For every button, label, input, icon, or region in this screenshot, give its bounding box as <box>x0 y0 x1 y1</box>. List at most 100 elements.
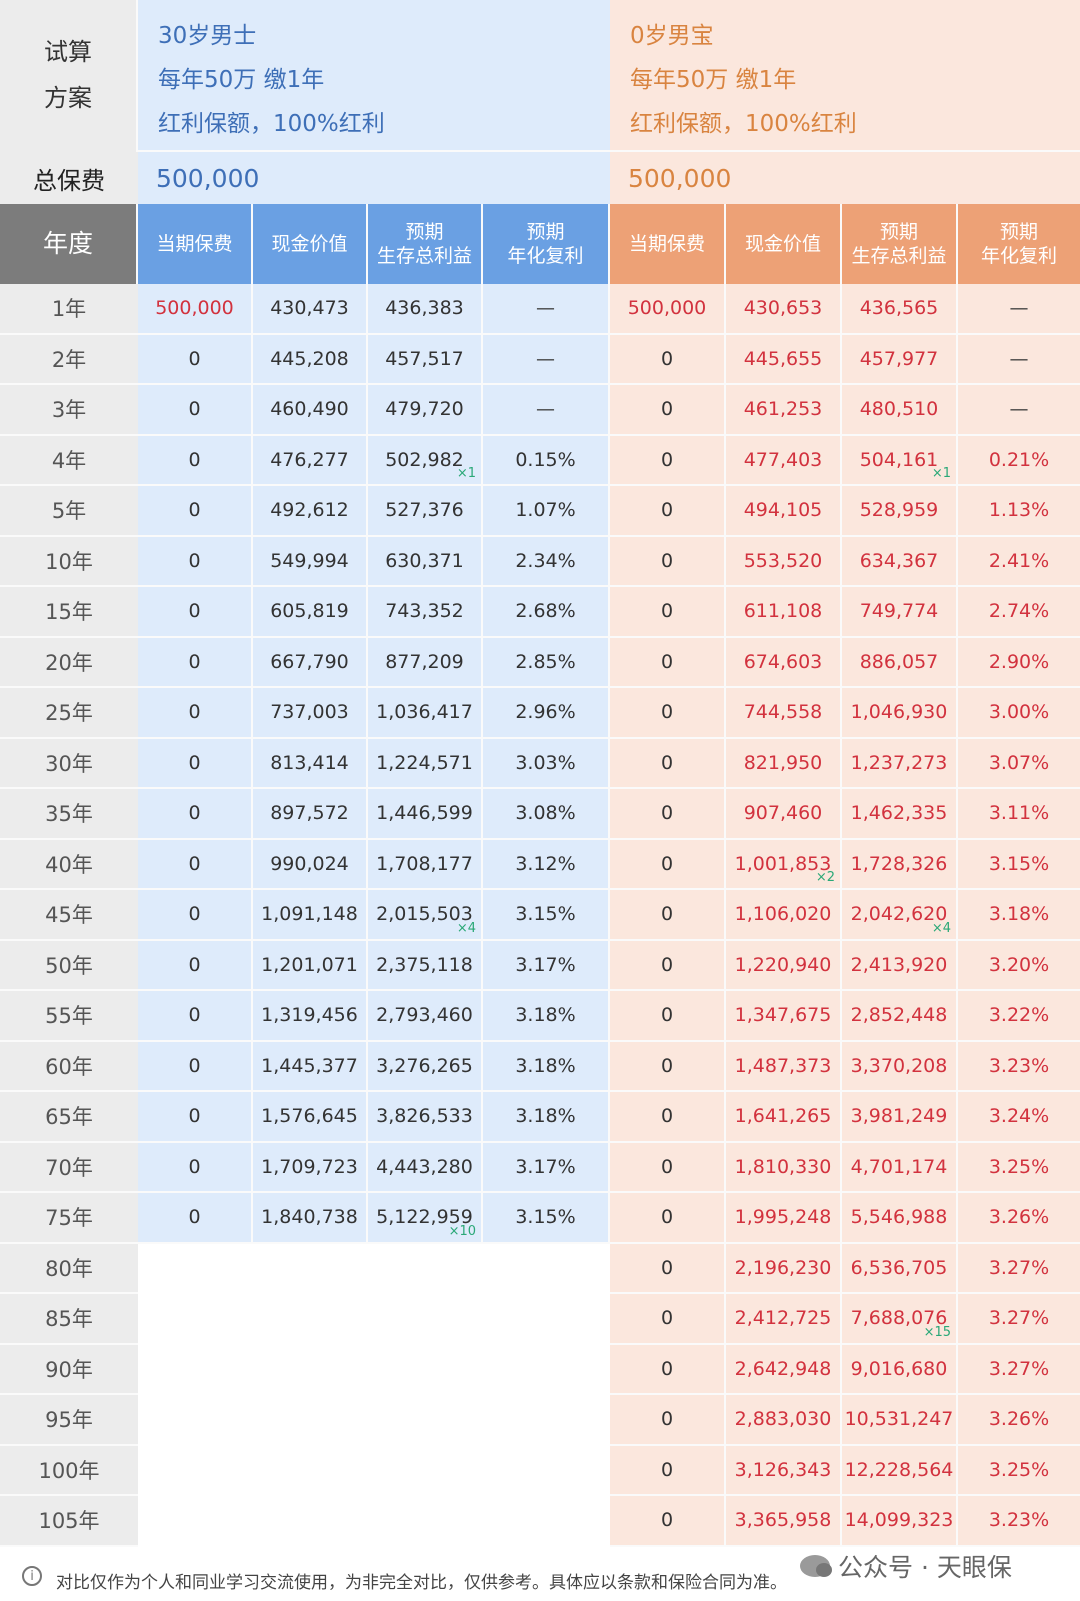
right-survival-cell: 457,977 <box>842 334 958 385</box>
left-irr-cell: 3.12% <box>483 839 610 890</box>
right-irr-cell: 2.74% <box>958 587 1080 638</box>
left-irr-value: 3.08% <box>515 802 576 825</box>
left-survival-value: 2,015,503 <box>376 903 473 926</box>
left-irr-cell: 0.15% <box>483 435 610 486</box>
left-survival-cell: 3,276,265 <box>368 1041 483 1092</box>
right-survival-value: 4,701,174 <box>850 1155 948 1178</box>
table-row: 30年 0 813,414 1,224,571 3.03% 0 821,950 1,237,2… <box>0 738 1080 789</box>
year-cell: 2年 <box>0 334 138 385</box>
left-premium-cell: 0 <box>138 536 253 587</box>
right-cash-value: 553,520 <box>743 549 823 572</box>
left-cash-value: 737,003 <box>270 701 349 724</box>
left-cash-cell: 1,576,645 <box>253 1092 368 1143</box>
left-cash-value: 1,576,645 <box>261 1105 358 1128</box>
empty-cell <box>483 1344 610 1395</box>
right-irr-cell: 3.25% <box>958 1445 1080 1496</box>
right-premium-value: 0 <box>660 1054 674 1077</box>
left-irr-value: 3.18% <box>515 1105 576 1128</box>
year-cell: 55年 <box>0 991 138 1042</box>
left-irr-cell: 3.03% <box>483 738 610 789</box>
right-irr-value: 3.25% <box>988 1155 1050 1178</box>
total-premium-label: 总保费 <box>0 152 138 204</box>
right-premium-value: 0 <box>660 953 674 976</box>
right-survival-cell: 634,367 <box>842 536 958 587</box>
right-survival-value: 7,688,076 <box>850 1307 948 1330</box>
left-cash-cell: 667,790 <box>253 637 368 688</box>
year-cell: 30年 <box>0 738 138 789</box>
right-premium-cell: 0 <box>610 991 726 1042</box>
footer: i 对比仅作为个人和同业学习交流使用，为非完全对比，仅供参考。具体应以条款和保险… <box>0 1553 1080 1601</box>
left-irr-value: 3.12% <box>515 852 576 875</box>
left-irr-cell: 3.08% <box>483 789 610 840</box>
left-cash-cell: 492,612 <box>253 486 368 537</box>
left-irr-value: 3.17% <box>515 1155 576 1178</box>
watermark-text: 公众号 · 天眼保 <box>838 1553 1012 1582</box>
right-premium-cell: 0 <box>610 688 726 739</box>
left-premium-cell: 0 <box>138 1041 253 1092</box>
right-premium-cell: 0 <box>610 385 726 436</box>
right-premium-cell: 0 <box>610 435 726 486</box>
left-premium-value: 0 <box>188 398 201 421</box>
left-survival-value: 2,793,460 <box>376 1004 473 1027</box>
left-survival-cell: 630,371 <box>368 536 483 587</box>
right-cash-value: 744,558 <box>743 701 823 724</box>
right-premium-cell: 0 <box>610 839 726 890</box>
left-survival-value: 630,371 <box>385 549 464 572</box>
left-cash-value: 1,319,456 <box>261 1004 358 1027</box>
table-row: 70年 0 1,709,723 4,443,280 3.17% 0 1,810,330 4,7… <box>0 1142 1080 1193</box>
right-survival-value: 436,565 <box>859 297 939 320</box>
right-premium-cell: 0 <box>610 1243 726 1294</box>
right-survival-cell: 6,536,705 <box>842 1243 958 1294</box>
right-cash-cell: 553,520 <box>726 536 842 587</box>
right-survival-cell: 2,852,448 <box>842 991 958 1042</box>
right-irr-cell: 3.27% <box>958 1243 1080 1294</box>
right-cash-cell: 430,653 <box>726 284 842 335</box>
left-premium-value: 0 <box>188 953 201 976</box>
right-survival-value: 457,977 <box>859 347 939 370</box>
year-cell: 4年 <box>0 435 138 486</box>
right-premium-value: 0 <box>660 1105 674 1128</box>
plan-left-line1: 30岁男士 <box>158 23 257 49</box>
empty-cell <box>368 1445 483 1496</box>
left-survival-cell: 457,517 <box>368 334 483 385</box>
left-cash-cell: 1,709,723 <box>253 1142 368 1193</box>
left-cash-value: 813,414 <box>270 751 349 774</box>
left-cash-value: 990,024 <box>270 852 349 875</box>
right-premium-cell: 0 <box>610 738 726 789</box>
right-premium-value: 0 <box>660 1256 674 1279</box>
right-survival-cell: 3,981,249 <box>842 1092 958 1143</box>
table-row: 90年 0 2,642,948 9,016,680 3.27% <box>0 1344 1080 1395</box>
left-irr-cell: 3.18% <box>483 1041 610 1092</box>
left-premium-value: 0 <box>188 549 201 572</box>
empty-cell <box>368 1395 483 1446</box>
left-irr-value: 2.85% <box>515 650 576 673</box>
left-cash-cell: 605,819 <box>253 587 368 638</box>
right-survival-value: 1,046,930 <box>850 701 948 724</box>
right-survival-value: 14,099,323 <box>844 1509 954 1532</box>
right-irr-value: — <box>1009 347 1029 370</box>
right-cash-value: 3,126,343 <box>734 1458 832 1481</box>
left-irr-value: 1.07% <box>515 499 576 522</box>
plan-right-line1: 0岁男宝 <box>630 23 714 49</box>
year-cell: 70年 <box>0 1142 138 1193</box>
left-irr-cell: 2.34% <box>483 536 610 587</box>
right-cash-value: 611,108 <box>743 600 823 623</box>
plan-right-line3: 红利保额，100%红利 <box>630 111 857 137</box>
year-cell: 85年 <box>0 1294 138 1345</box>
left-survival-value: 1,446,599 <box>376 802 473 825</box>
right-irr-value: 3.23% <box>988 1054 1050 1077</box>
left-cash-cell: 897,572 <box>253 789 368 840</box>
right-irr-value: 0.21% <box>988 448 1050 471</box>
right-irr-cell: 3.27% <box>958 1344 1080 1395</box>
right-survival-value: 5,546,988 <box>850 1206 948 1229</box>
right-cash-value: 1,810,330 <box>734 1155 832 1178</box>
left-premium-value: 0 <box>188 1155 201 1178</box>
right-premium-value: 0 <box>660 1206 674 1229</box>
right-cash-value: 2,196,230 <box>734 1256 832 1279</box>
right-cash-cell: 907,460 <box>726 789 842 840</box>
header-right-premium: 当期保费 <box>610 204 726 284</box>
left-survival-value: 5,122,959 <box>376 1206 473 1229</box>
left-cash-cell: 460,490 <box>253 385 368 436</box>
right-cash-cell: 674,603 <box>726 637 842 688</box>
table-row: 25年 0 737,003 1,036,417 2.96% 0 744,558 1,046,9… <box>0 688 1080 739</box>
